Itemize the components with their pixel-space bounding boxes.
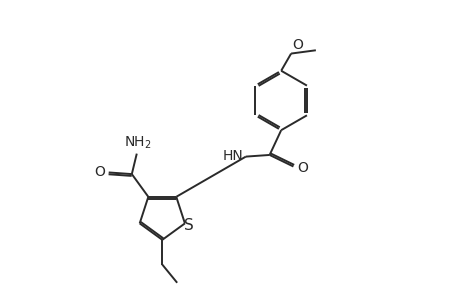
Text: HN: HN (222, 149, 243, 163)
Text: O: O (297, 161, 308, 175)
Text: NH$_2$: NH$_2$ (123, 135, 151, 151)
Text: O: O (292, 38, 303, 52)
Text: O: O (94, 166, 105, 179)
Text: S: S (184, 218, 193, 232)
